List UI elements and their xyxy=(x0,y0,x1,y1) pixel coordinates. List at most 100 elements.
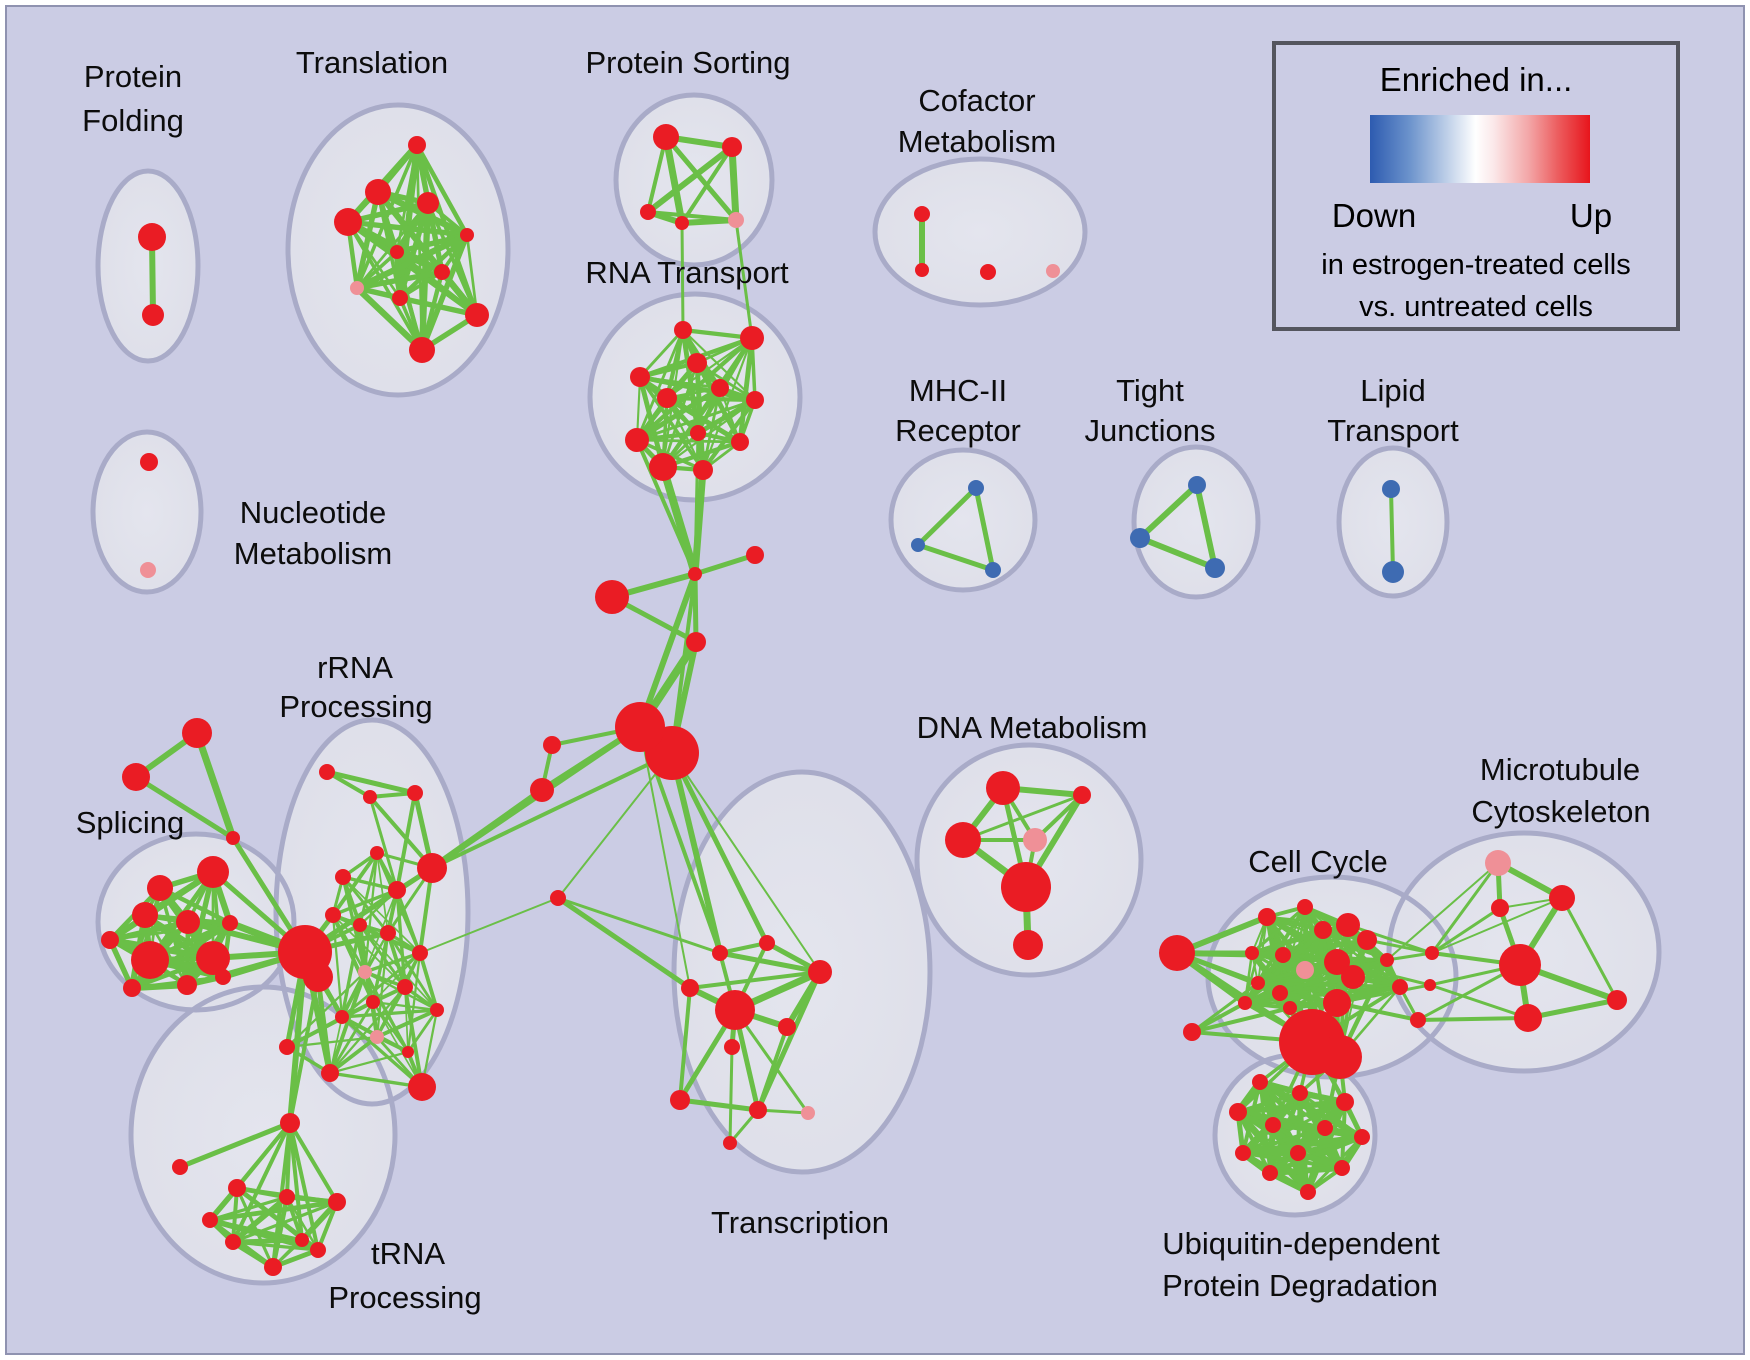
gene-set-node-red xyxy=(1354,1129,1370,1145)
cluster-label-ubiquitin-protein-degradation-line2: Protein Degradation xyxy=(1162,1268,1438,1303)
cluster-ellipse-border-rna-transport xyxy=(587,291,803,503)
gene-set-node-red xyxy=(1001,862,1051,912)
edge xyxy=(371,1000,439,1012)
gene-set-node-red xyxy=(690,425,706,441)
gene-set-node-red xyxy=(674,321,692,339)
gene-set-node-red xyxy=(409,337,435,363)
gene-set-node-red xyxy=(177,975,197,995)
edge xyxy=(678,986,692,1102)
edge xyxy=(285,1195,320,1252)
edge xyxy=(1431,897,1563,954)
edge xyxy=(285,1035,379,1049)
gene-set-node-red xyxy=(1323,989,1351,1017)
gene-set-node-red xyxy=(1336,913,1360,937)
edge xyxy=(680,221,685,332)
edge xyxy=(692,552,758,577)
edge xyxy=(363,970,410,1054)
edge xyxy=(662,133,686,227)
cluster-label-dna-metabolism: DNA Metabolism xyxy=(917,710,1148,745)
edge xyxy=(701,336,754,472)
edge xyxy=(659,463,699,578)
gene-set-node-red xyxy=(675,216,689,230)
gene-set-node-red xyxy=(1336,1093,1354,1111)
cluster-label-microtubule-cytoskeleton-line2: Cytoskeleton xyxy=(1471,794,1650,829)
legend-down-label: Down xyxy=(1331,197,1417,234)
edge xyxy=(328,1071,424,1089)
gene-set-node-red xyxy=(693,460,713,480)
cluster-ellipse-shade-protein-folding xyxy=(98,171,198,361)
gene-set-node-red xyxy=(417,192,439,214)
edge xyxy=(1365,938,1434,955)
gene-set-node-red xyxy=(295,1233,309,1247)
cluster-label-rrna-processing-line2: Processing xyxy=(279,689,432,724)
gene-set-node-red xyxy=(390,245,404,259)
gene-set-node-red xyxy=(280,1113,300,1133)
gene-set-node-pink xyxy=(728,212,744,228)
gene-set-node-red xyxy=(1380,953,1394,967)
cluster-label-cofactor-metabolism-line1: Cofactor xyxy=(918,83,1035,118)
gene-set-node-blue xyxy=(1130,528,1150,548)
gene-set-node-red xyxy=(182,718,212,748)
gene-set-node-red xyxy=(123,979,141,997)
gene-set-node-red xyxy=(1245,946,1259,960)
edge xyxy=(231,1200,339,1244)
edge xyxy=(1250,928,1325,955)
gene-set-node-blue xyxy=(1382,480,1400,498)
edge xyxy=(329,1016,343,1074)
gene-set-node-red xyxy=(215,969,231,985)
edge xyxy=(406,1008,439,1054)
gene-set-node-red xyxy=(686,632,706,652)
edge xyxy=(693,431,700,576)
gene-set-node-red xyxy=(353,918,367,932)
gene-set-node-red xyxy=(279,1189,295,1205)
legend-up-label: Up xyxy=(1569,197,1613,234)
gene-set-node-red xyxy=(653,124,679,150)
gene-set-node-red xyxy=(417,853,447,883)
edge xyxy=(371,1000,410,1054)
gene-set-node-red xyxy=(740,326,764,350)
cluster-label-lipid-transport-line1: Lipid xyxy=(1360,373,1426,408)
edge xyxy=(414,142,470,238)
gene-set-node-red xyxy=(1425,946,1439,960)
cluster-label-cell-cycle: Cell Cycle xyxy=(1248,844,1388,879)
gene-set-node-red xyxy=(408,136,426,154)
gene-set-node-red xyxy=(365,179,391,205)
gene-set-node-red xyxy=(688,567,702,581)
edge xyxy=(634,385,723,443)
gene-set-node-red xyxy=(397,979,413,995)
edge xyxy=(645,144,735,215)
legend-title: Enriched in... xyxy=(1379,61,1573,98)
gene-set-node-red xyxy=(1275,947,1291,963)
gene-set-node-red xyxy=(986,771,1020,805)
edge xyxy=(1288,958,1389,1010)
gene-set-node-red xyxy=(366,995,380,1009)
gene-set-node-red xyxy=(325,907,341,923)
gene-set-node-red xyxy=(1292,1085,1308,1101)
cluster-label-cofactor-metabolism-line2: Metabolism xyxy=(898,124,1057,159)
edge xyxy=(637,571,698,730)
cluster-ellipse-border-cofactor-metabolism xyxy=(872,156,1088,308)
gene-set-node-red xyxy=(197,856,229,888)
edge xyxy=(414,142,480,318)
edge xyxy=(418,951,439,1012)
edge xyxy=(679,217,739,226)
edge xyxy=(1386,862,1499,961)
cluster-label-trna-processing-line2: Processing xyxy=(328,1280,481,1315)
edge xyxy=(1321,928,1389,962)
edge xyxy=(1250,905,1307,955)
edge xyxy=(671,752,821,973)
gene-set-node-red xyxy=(687,353,707,373)
gene-set-node-red xyxy=(172,1159,188,1175)
gene-set-node-red xyxy=(808,960,832,984)
gene-set-node-red xyxy=(724,1039,740,1055)
edge xyxy=(372,952,421,1003)
cluster-label-lipid-transport-line2: Transport xyxy=(1327,413,1459,448)
edge xyxy=(557,752,673,899)
edge xyxy=(207,1199,340,1223)
cluster-label-mhc-ii-receptor-line1: MHC-II xyxy=(909,373,1007,408)
edge xyxy=(133,774,236,841)
edge xyxy=(915,542,996,573)
gene-set-node-blue xyxy=(1382,561,1404,583)
edge xyxy=(1257,959,1388,984)
